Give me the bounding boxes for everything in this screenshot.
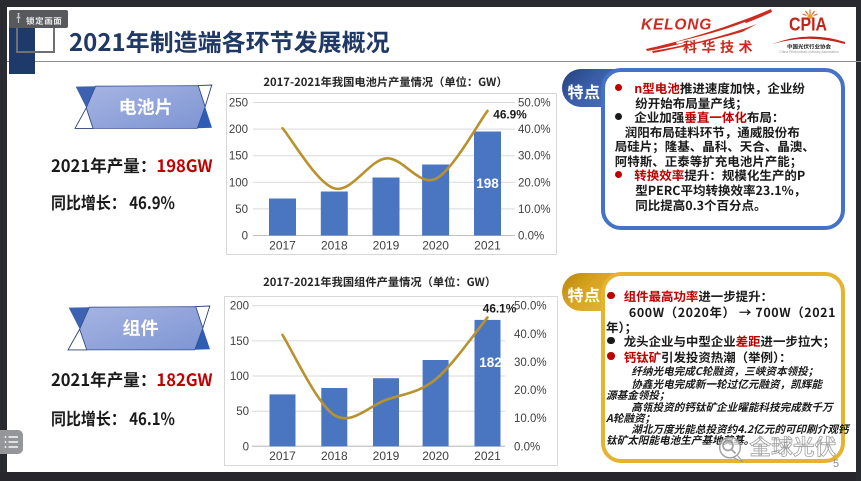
- svg-text:200: 200: [229, 124, 248, 136]
- svg-text:KELONG: KELONG: [641, 17, 712, 34]
- svg-text:250: 250: [229, 98, 248, 110]
- svg-text:50.0%: 50.0%: [514, 301, 547, 313]
- svg-text:198: 198: [476, 176, 499, 191]
- svg-text:组件: 组件: [123, 314, 159, 340]
- svg-text:全球光伏: 全球光伏: [750, 431, 837, 462]
- svg-text:200: 200: [230, 301, 249, 313]
- svg-text:30.0%: 30.0%: [518, 151, 551, 163]
- svg-text:100: 100: [230, 371, 249, 383]
- svg-text:中国光伏行业协会: 中国光伏行业协会: [787, 43, 832, 51]
- svg-text:100: 100: [229, 177, 248, 189]
- svg-text:2021: 2021: [474, 449, 501, 463]
- svg-text:40.0%: 40.0%: [514, 329, 547, 341]
- svg-text:电池片: 电池片: [118, 93, 172, 119]
- svg-text:150: 150: [230, 336, 249, 348]
- svg-text:2019: 2019: [373, 449, 400, 463]
- svg-text:0.0%: 0.0%: [514, 441, 540, 453]
- svg-text:150: 150: [229, 151, 248, 163]
- svg-text:2020: 2020: [422, 239, 449, 253]
- svg-text:2017: 2017: [269, 449, 296, 463]
- svg-text:10.0%: 10.0%: [514, 413, 547, 425]
- svg-text:46.1%: 46.1%: [483, 302, 517, 316]
- svg-text:2019: 2019: [373, 239, 400, 253]
- svg-text:182: 182: [479, 355, 502, 370]
- svg-text:0: 0: [242, 231, 248, 243]
- svg-text:30.0%: 30.0%: [514, 357, 547, 369]
- svg-text:0.0%: 0.0%: [518, 231, 544, 243]
- svg-text:CPIA: CPIA: [789, 15, 827, 35]
- svg-text:2018: 2018: [321, 449, 348, 463]
- svg-text:50: 50: [235, 204, 248, 216]
- svg-text:2017: 2017: [269, 239, 296, 253]
- svg-text:50.0%: 50.0%: [518, 98, 551, 110]
- svg-text:40.0%: 40.0%: [518, 124, 551, 136]
- svg-text:0: 0: [243, 441, 249, 453]
- svg-text:China Photovoltaic Industry As: China Photovoltaic Industry Association: [779, 50, 838, 54]
- svg-text:2018: 2018: [321, 239, 348, 253]
- svg-text:46.9%: 46.9%: [493, 108, 527, 122]
- svg-text:2021: 2021: [474, 239, 501, 253]
- svg-text:50: 50: [236, 406, 249, 418]
- svg-text:2020: 2020: [422, 449, 449, 463]
- svg-text:20.0%: 20.0%: [514, 385, 547, 397]
- svg-text:20.0%: 20.0%: [518, 177, 551, 189]
- svg-text:10.0%: 10.0%: [518, 204, 551, 216]
